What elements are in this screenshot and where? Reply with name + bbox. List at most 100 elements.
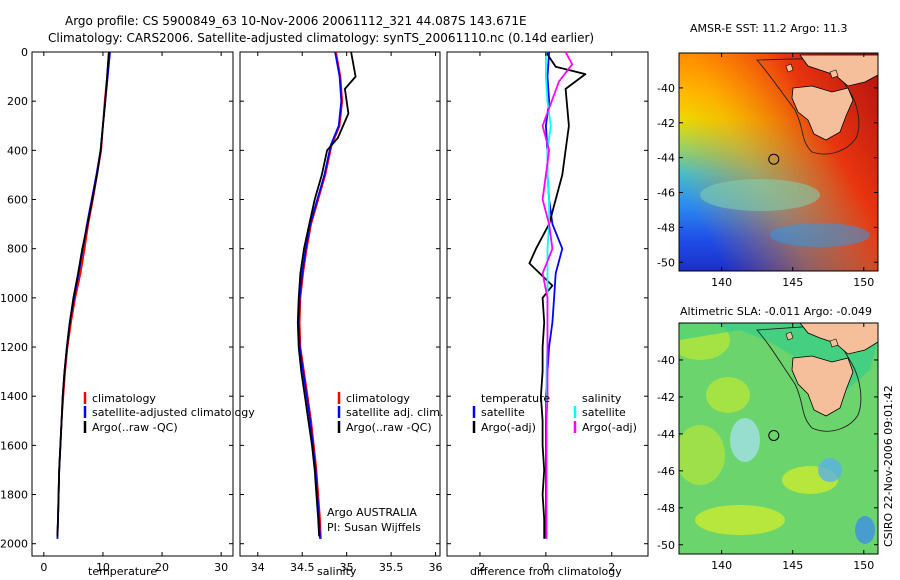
y-tick-label: 600 [7, 194, 28, 207]
argo-position-marker [768, 430, 780, 441]
x-tick-label: 36 [429, 561, 443, 574]
map-y-tick-label: -44 [657, 152, 675, 165]
king-island [785, 331, 794, 341]
sst-patch [770, 223, 870, 247]
y-tick-label: 1600 [0, 439, 28, 452]
map-y-tick-label: -42 [657, 117, 675, 130]
x-tick-label: 35 [340, 561, 354, 574]
sla-patch [706, 377, 750, 413]
legend-label-sal-argo: Argo(-adj) [582, 421, 637, 434]
csiro-timestamp: CSIRO 22-Nov-2006 09:01:42 [882, 385, 895, 547]
annotation-pi: PI: Susan Wijffels [327, 521, 421, 534]
sla-map-title: Altimetric SLA: -0.011 Argo: -0.049 [680, 305, 872, 318]
x-tick-label: 0 [542, 561, 549, 574]
sst-map: AMSR-E SST: 11.2 Argo: 11.3 -40 -42 -44 -46… [657, 22, 879, 289]
map-x-tick-label: 140 [711, 276, 732, 289]
x-tick-label: 10 [96, 561, 110, 574]
x-tick-label: 0 [40, 561, 47, 574]
map-y-tick-label: -48 [657, 502, 675, 515]
sla-patch [695, 505, 785, 535]
tasmania-coast [791, 85, 854, 141]
map-y-tick-label: -48 [657, 221, 675, 234]
sst-map-title: AMSR-E SST: 11.2 Argo: 11.3 [690, 22, 848, 35]
map-x-tick-label: 140 [711, 559, 732, 572]
x-tick-label: -2 [474, 561, 485, 574]
flinders-island [829, 69, 839, 79]
difference-legend: temperature satellite Argo(-adj) salinit… [472, 392, 637, 434]
sla-patch [679, 425, 725, 485]
map-x-tick-label: 145 [782, 276, 803, 289]
sla-patch [730, 418, 760, 462]
x-tick-label: 30 [214, 561, 228, 574]
y-tick-label: 800 [7, 243, 28, 256]
y-tick-label: 1800 [0, 489, 28, 502]
header-line2: Climatology: CARS2006. Satellite-adjuste… [48, 31, 594, 45]
map-y-tick-label: -50 [657, 256, 675, 269]
map-y-tick-label: -42 [657, 391, 675, 404]
flinders-island [829, 338, 839, 348]
map-y-tick-label: -46 [657, 465, 675, 478]
x-tick-label: 34.5 [290, 561, 315, 574]
header-line1: Argo profile: CS 5900849_63 10-Nov-2006 … [65, 14, 527, 28]
y-tick-label: 1200 [0, 341, 28, 354]
legend-label-sal-satellite: satellite [582, 406, 626, 419]
sla-map-frame [678, 322, 879, 555]
x-tick-label: 20 [155, 561, 169, 574]
tasmania-coast [791, 355, 854, 417]
legend-label-temp-satellite: satellite [481, 406, 525, 419]
temperature-axes [31, 51, 234, 557]
series-line-salinity-argo-adj- [541, 51, 574, 539]
salinity-panel: 34 34.5 35 35.5 36 salinity [239, 51, 443, 578]
y-tick-label: 2000 [0, 538, 28, 551]
legend-title-temperature: temperature [481, 392, 550, 405]
series-line-argo-raw-qc- [56, 51, 110, 537]
legend-label-temp-argo: Argo(-adj) [481, 421, 536, 434]
legend-label-argo: Argo(..raw -QC) [92, 421, 178, 434]
sla-patch [818, 458, 842, 482]
temperature-xlabel: temperature [88, 565, 157, 578]
series-line-temperature-argo-adj- [528, 51, 587, 539]
shelf-contour [756, 324, 862, 432]
sst-patch [700, 179, 820, 211]
map-y-tick-label: -46 [657, 187, 675, 200]
mainland-coast [799, 54, 878, 87]
sla-patch [855, 516, 875, 544]
y-tick-label: 400 [7, 144, 28, 157]
y-tick-label: 1400 [0, 390, 28, 403]
y-tick-label: 0 [21, 46, 28, 59]
legend-label-satellite: satellite adj. clim. [346, 406, 443, 419]
king-island [785, 63, 794, 73]
y-tick-label: 200 [7, 95, 28, 108]
shelf-contour [756, 57, 860, 155]
legend-label-climatology: climatology [92, 392, 156, 405]
x-tick-label: 35.5 [379, 561, 404, 574]
difference-panel: -2 0 2 difference from climatology [446, 51, 649, 578]
temperature-legend: climatology satellite-adjusted climatolo… [83, 392, 255, 434]
map-x-tick-label: 150 [853, 276, 874, 289]
temperature-panel: 0 200 400 600 800 1000 1200 1400 1600 1800 2000 0 10… [0, 46, 234, 578]
map-x-tick-label: 150 [853, 559, 874, 572]
legend-label-satellite: satellite-adjusted climatology [92, 406, 255, 419]
x-tick-label: 2 [608, 561, 615, 574]
legend-label-argo: Argo(..raw -QC) [346, 421, 432, 434]
map-y-tick-label: -40 [657, 82, 675, 95]
argo-position-marker [768, 153, 780, 165]
map-y-tick-label: -50 [657, 539, 675, 552]
annotation-argo-australia: Argo AUSTRALIA [327, 506, 417, 519]
sst-map-frame [678, 52, 879, 272]
map-y-tick-label: -44 [657, 428, 675, 441]
legend-title-salinity: salinity [582, 392, 622, 405]
sla-map: Altimetric SLA: -0.011 Argo: -0.049 -40 -… [657, 305, 879, 572]
y-tick-label: 1000 [0, 292, 28, 305]
map-x-tick-label: 145 [782, 559, 803, 572]
salinity-legend: climatology satellite adj. clim. Argo(..… [327, 392, 443, 534]
map-y-tick-label: -40 [657, 354, 675, 367]
mainland-coast [799, 323, 878, 355]
salinity-xlabel: salinity [317, 565, 357, 578]
x-tick-label: 34 [251, 561, 265, 574]
series-line-argo-raw-qc- [296, 51, 357, 537]
difference-xlabel: difference from climatology [470, 565, 622, 578]
salinity-axes [239, 51, 441, 557]
legend-label-climatology: climatology [346, 392, 410, 405]
